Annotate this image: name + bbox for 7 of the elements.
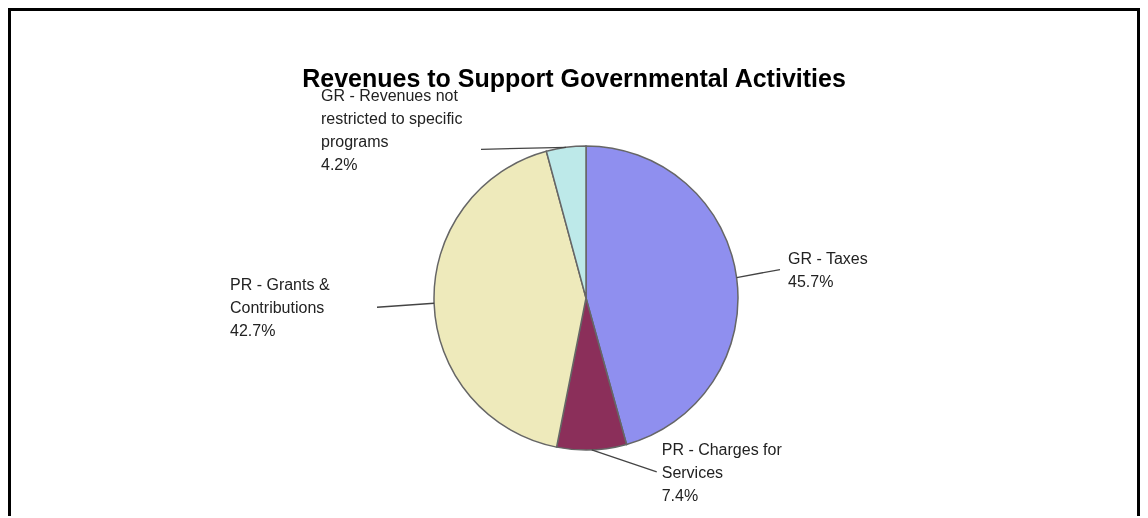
slice-label: PR - Grants & Contributions bbox=[230, 275, 330, 316]
data-label: 42.7% bbox=[230, 321, 276, 339]
slice-label: GR - Taxes bbox=[788, 249, 868, 267]
data-label: 45.7% bbox=[788, 272, 834, 290]
slice-label: PR - Charges for Services bbox=[661, 440, 783, 481]
data-label: 7.4% bbox=[661, 486, 699, 504]
data-label: 4.2% bbox=[321, 155, 358, 173]
